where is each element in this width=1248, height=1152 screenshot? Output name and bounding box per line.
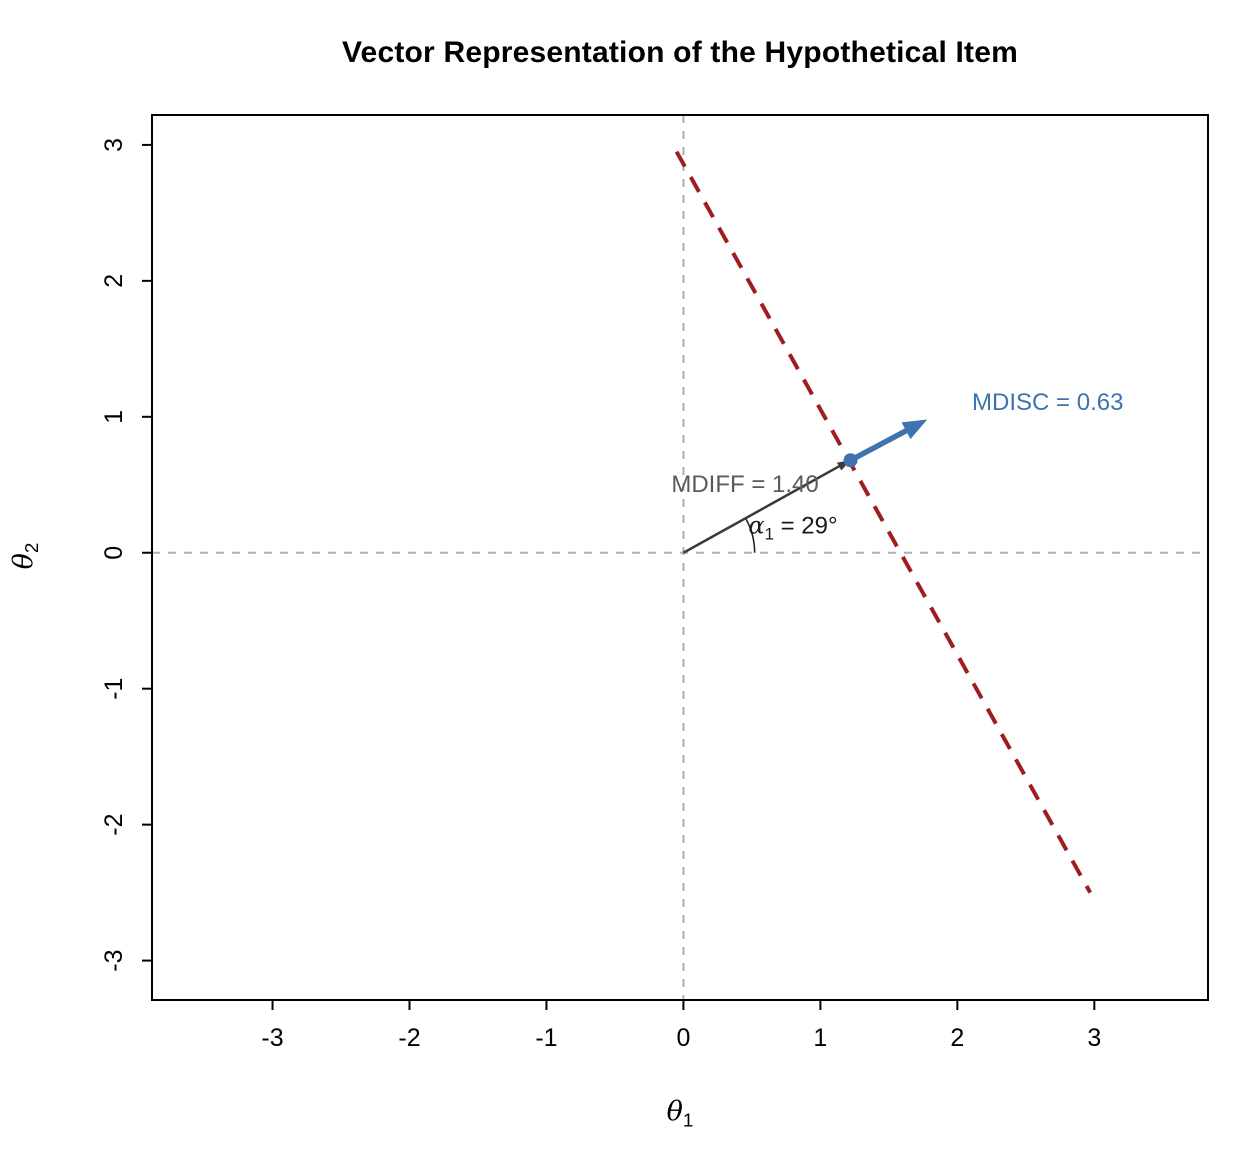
x-tick-label: -2 — [398, 1024, 420, 1052]
x-tick-label: -1 — [535, 1024, 557, 1052]
plot-border — [151, 114, 1209, 1001]
x-tick-label: -3 — [261, 1024, 283, 1052]
x-axis-label-subscript: 1 — [682, 1110, 694, 1132]
angle-arc — [745, 518, 756, 553]
alpha-symbol: α — [748, 511, 765, 540]
y-tick-label: -2 — [100, 814, 128, 836]
y-axis-label: θ2 — [8, 543, 44, 570]
alpha-value: = 29° — [773, 512, 838, 540]
x-axis-label: θ1 — [152, 1096, 1208, 1132]
chart-title: Vector Representation of the Hypothetica… — [342, 36, 1018, 69]
mdisc-annotation: MDISC = 0.63 — [972, 389, 1124, 417]
mdisc-vector-segment — [849, 423, 917, 463]
y-tick-label: 2 — [100, 274, 128, 288]
x-tick-label: 0 — [676, 1024, 690, 1052]
x-tick-label: 3 — [1087, 1024, 1101, 1052]
y-axis-label-symbol: θ — [7, 553, 39, 570]
y-tick-label: -1 — [100, 678, 128, 700]
alpha-subscript: 1 — [764, 524, 774, 544]
x-axis-label-symbol: θ — [666, 1096, 683, 1127]
y-axis-label-subscript: 2 — [22, 542, 44, 554]
y-tick-label: -3 — [100, 949, 128, 971]
y-tick-label: 1 — [100, 410, 128, 424]
item-direction-line — [674, 150, 1092, 894]
x-tick-label: 2 — [950, 1024, 964, 1052]
x-tick-label: 1 — [813, 1024, 827, 1052]
mdiff-point-marker — [843, 453, 858, 468]
mdisc-arrow-head — [901, 419, 928, 440]
y-tick-label: 3 — [100, 138, 128, 152]
mdiff-vector-segment — [682, 462, 846, 554]
alpha-annotation: α1 = 29° — [748, 512, 837, 545]
y-tick-label: 0 — [100, 546, 128, 560]
mdiff-annotation: MDIFF = 1.40 — [671, 470, 819, 498]
